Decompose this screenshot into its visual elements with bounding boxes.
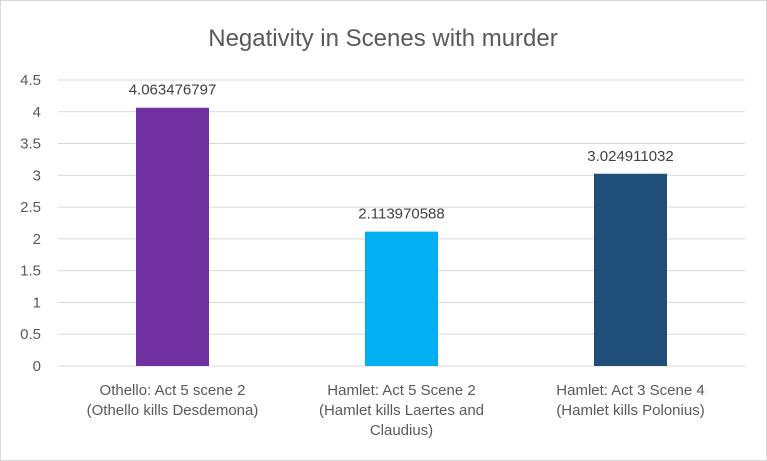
y-tick-label: 4 (33, 104, 41, 121)
y-tick-label: 0.5 (20, 326, 41, 343)
y-tick-label: 4.5 (20, 72, 41, 89)
y-tick-label: 3 (33, 167, 41, 184)
category-label: Hamlet: Act 3 Scene 4 (Hamlet kills Polon… (556, 382, 704, 419)
category-labels: Othello: Act 5 scene 2 (Othello kills Des… (87, 382, 705, 439)
data-label: 4.063476797 (129, 82, 217, 99)
category-label: Hamlet: Act 5 Scene 2 (Hamlet kills Laert… (319, 382, 484, 439)
data-label: 2.113970588 (358, 206, 444, 223)
data-label: 3.024911032 (587, 148, 673, 165)
bar (136, 107, 209, 367)
y-tick-label: 2 (33, 231, 41, 248)
data-labels: 4.063476797 2.113970588 3.024911032 (129, 82, 674, 223)
bar (594, 173, 667, 366)
y-tick-label: 1 (33, 294, 41, 311)
y-tick-label: 2.5 (20, 199, 41, 216)
bar (365, 231, 438, 366)
y-tick-label: 0 (33, 358, 41, 375)
y-tick-label: 1.5 (20, 263, 41, 280)
y-axis-ticks: 0 0.5 1 1.5 2 2.5 3 3.5 4 4.5 (20, 72, 41, 375)
category-label: Othello: Act 5 scene 2 (Othello kills Des… (87, 382, 259, 419)
chart-title: Negativity in Scenes with murder (208, 25, 557, 52)
y-tick-label: 3.5 (20, 136, 41, 153)
bars (136, 107, 667, 367)
